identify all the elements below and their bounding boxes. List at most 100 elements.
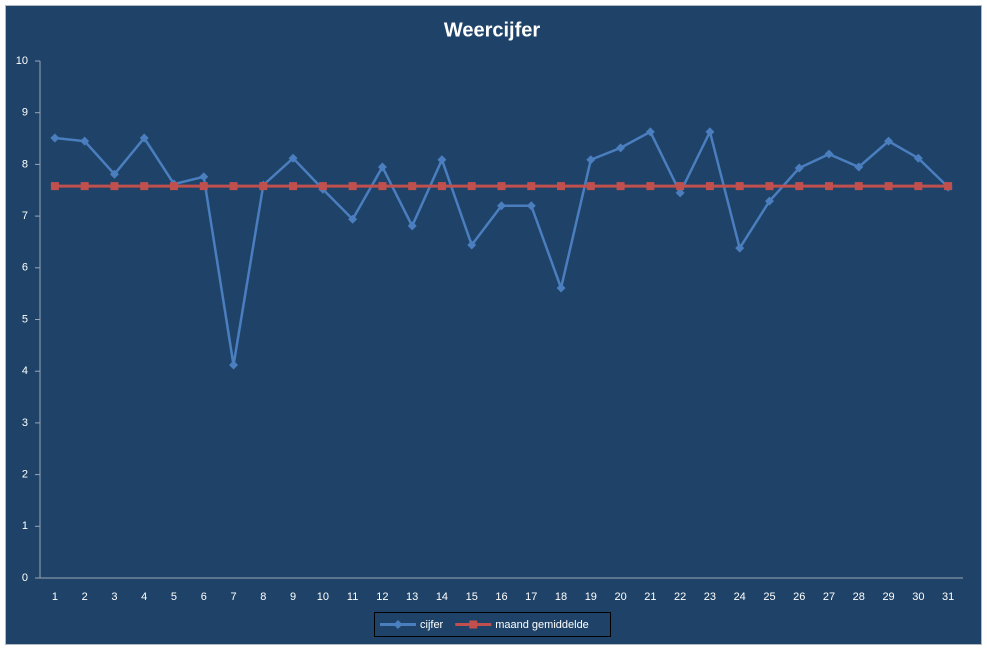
y-tick-label: 3: [22, 417, 28, 429]
x-tick-label: 6: [201, 591, 207, 603]
x-tick-label: 24: [734, 591, 746, 603]
x-tick-label: 17: [525, 591, 537, 603]
chart-title: Weercijfer: [444, 19, 541, 41]
data-point: [80, 182, 89, 191]
data-point: [705, 182, 714, 191]
legend-box: [374, 612, 611, 637]
data-point: [884, 136, 894, 146]
x-tick-label: 8: [260, 591, 266, 603]
x-tick-label: 4: [141, 591, 147, 603]
y-tick-label: 10: [16, 55, 28, 67]
data-point: [318, 182, 327, 191]
x-tick-label: 15: [466, 591, 478, 603]
data-point: [437, 155, 447, 165]
y-tick-label: 9: [22, 107, 28, 119]
y-tick-label: 8: [22, 158, 28, 170]
x-tick-label: 27: [823, 591, 835, 603]
data-point: [586, 155, 596, 165]
x-tick-label: 14: [436, 591, 448, 603]
data-point: [289, 182, 298, 191]
data-point: [675, 188, 685, 198]
x-tick-label: 1: [52, 591, 58, 603]
data-point: [735, 243, 745, 253]
data-point: [705, 127, 715, 137]
data-point: [110, 182, 119, 191]
data-point: [556, 283, 566, 293]
data-point: [80, 136, 90, 146]
x-tick-label: 9: [290, 591, 296, 603]
data-point: [616, 143, 626, 153]
x-tick-label: 21: [644, 591, 656, 603]
data-point: [616, 182, 625, 191]
data-point: [109, 169, 119, 179]
data-point: [377, 162, 387, 172]
data-point: [140, 182, 149, 191]
x-tick-label: 18: [555, 591, 567, 603]
data-point: [408, 182, 417, 191]
x-tick-label: 2: [82, 591, 88, 603]
y-tick-label: 6: [22, 262, 28, 274]
chart-background: [5, 5, 982, 645]
data-point: [824, 149, 834, 159]
data-point: [378, 182, 387, 191]
data-point: [288, 153, 298, 163]
x-tick-label: 10: [317, 591, 329, 603]
data-point: [467, 182, 476, 191]
data-point: [50, 133, 60, 143]
data-point: [944, 182, 953, 191]
x-tick-label: 11: [347, 591, 358, 603]
data-point: [913, 153, 923, 163]
data-point: [854, 162, 864, 172]
data-point: [676, 182, 685, 191]
data-point: [139, 133, 149, 143]
data-point: [527, 182, 536, 191]
x-tick-label: 16: [495, 591, 507, 603]
legend-marker: [469, 620, 478, 629]
data-point: [259, 182, 268, 191]
data-point: [794, 163, 804, 173]
x-tick-label: 20: [614, 591, 626, 603]
data-point: [764, 196, 774, 206]
x-tick-label: 30: [912, 591, 924, 603]
y-tick-label: 1: [22, 520, 28, 532]
data-point: [645, 127, 655, 137]
data-point: [884, 182, 893, 191]
y-tick-label: 2: [22, 469, 28, 481]
data-point: [586, 182, 595, 191]
data-point: [765, 182, 774, 191]
x-tick-label: 13: [406, 591, 418, 603]
y-tick-label: 7: [22, 210, 28, 222]
data-point: [199, 172, 209, 182]
data-point: [437, 182, 446, 191]
data-point: [229, 360, 239, 370]
x-tick-label: 29: [882, 591, 894, 603]
x-tick-label: 23: [704, 591, 716, 603]
data-point: [348, 214, 358, 224]
x-tick-label: 22: [674, 591, 686, 603]
x-tick-label: 28: [853, 591, 865, 603]
x-tick-label: 7: [230, 591, 236, 603]
x-tick-label: 25: [763, 591, 775, 603]
data-point: [199, 182, 208, 191]
y-tick-label: 5: [22, 313, 28, 325]
legend-label: maand gemiddelde: [495, 619, 589, 631]
data-point: [169, 182, 178, 191]
x-tick-label: 26: [793, 591, 805, 603]
x-tick-label: 3: [111, 591, 117, 603]
y-tick-label: 4: [22, 365, 28, 377]
data-point: [646, 182, 655, 191]
data-point: [348, 182, 357, 191]
data-point: [50, 182, 59, 191]
x-tick-label: 19: [585, 591, 597, 603]
data-point: [795, 182, 804, 191]
legend-marker: [393, 620, 403, 629]
data-point: [557, 182, 566, 191]
data-point: [735, 182, 744, 191]
data-point: [854, 182, 863, 191]
data-point: [407, 221, 417, 231]
data-point: [229, 182, 238, 191]
data-point: [497, 182, 506, 191]
x-tick-label: 12: [376, 591, 388, 603]
